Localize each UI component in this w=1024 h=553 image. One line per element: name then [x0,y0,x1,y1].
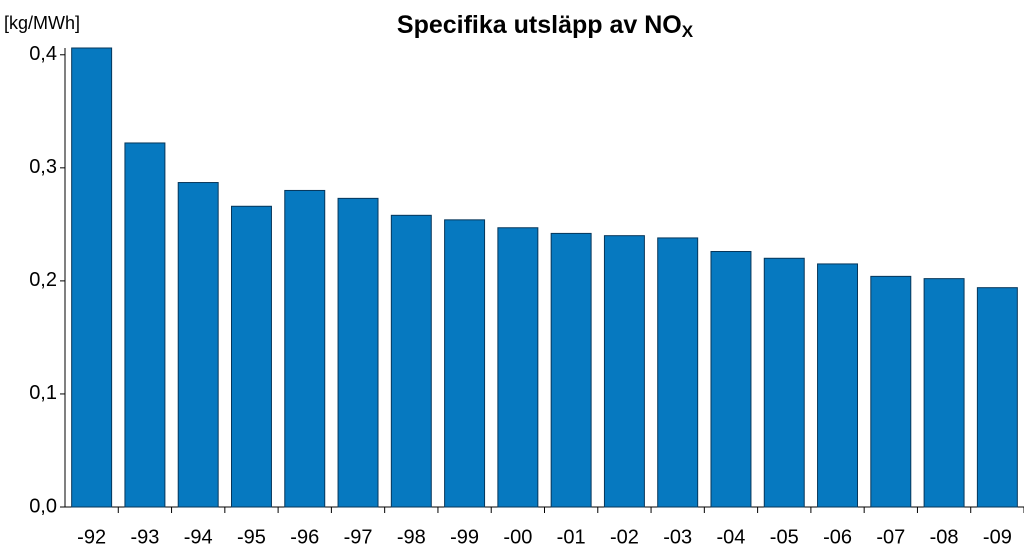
x-tick-label: -99 [450,526,479,548]
bar [657,237,699,508]
bar [284,189,326,508]
y-axis-label: [kg/MWh] [4,13,80,33]
bar [870,275,912,508]
x-tick-label: -01 [557,526,586,548]
title-subscript: X [682,22,694,41]
bar [817,263,859,508]
bar [763,257,805,508]
bar [923,278,965,508]
x-tick-label: -93 [130,526,159,548]
bar [71,47,113,508]
bar [177,182,219,508]
bar [497,227,539,508]
x-tick-label: -97 [344,526,373,548]
title-main: Specifika utsläpp av NO [397,11,682,39]
x-tick-label: -09 [983,526,1012,548]
x-tick-label: -04 [717,526,746,548]
bar [976,287,1018,508]
y-tick-label: 0,0 [29,495,57,517]
bar [603,235,645,508]
x-tick-label: -92 [77,526,106,548]
bar [550,232,592,508]
bar [337,197,379,508]
bar [390,214,432,508]
y-tick-label: 0,3 [29,156,57,178]
x-tick-label: -05 [770,526,799,548]
y-tick-label: 0,1 [29,382,57,404]
x-tick-label: -06 [823,526,852,548]
y-tick-label: 0,2 [29,269,57,291]
x-tick-label: -02 [610,526,639,548]
x-tick-label: -00 [503,526,532,548]
bar [124,142,166,508]
chart-title: Specifika utsläpp av NOX [397,11,694,42]
bar [710,250,752,508]
x-tick-label: -96 [290,526,319,548]
x-tick-label: -94 [184,526,213,548]
x-tick-label: -08 [930,526,959,548]
x-tick-label: -98 [397,526,426,548]
bar [230,205,272,508]
x-tick-label: -95 [237,526,266,548]
bar [444,219,486,508]
x-tick-label: -03 [663,526,692,548]
x-tick-label: -07 [876,526,905,548]
y-tick-label: 0,4 [29,43,57,65]
